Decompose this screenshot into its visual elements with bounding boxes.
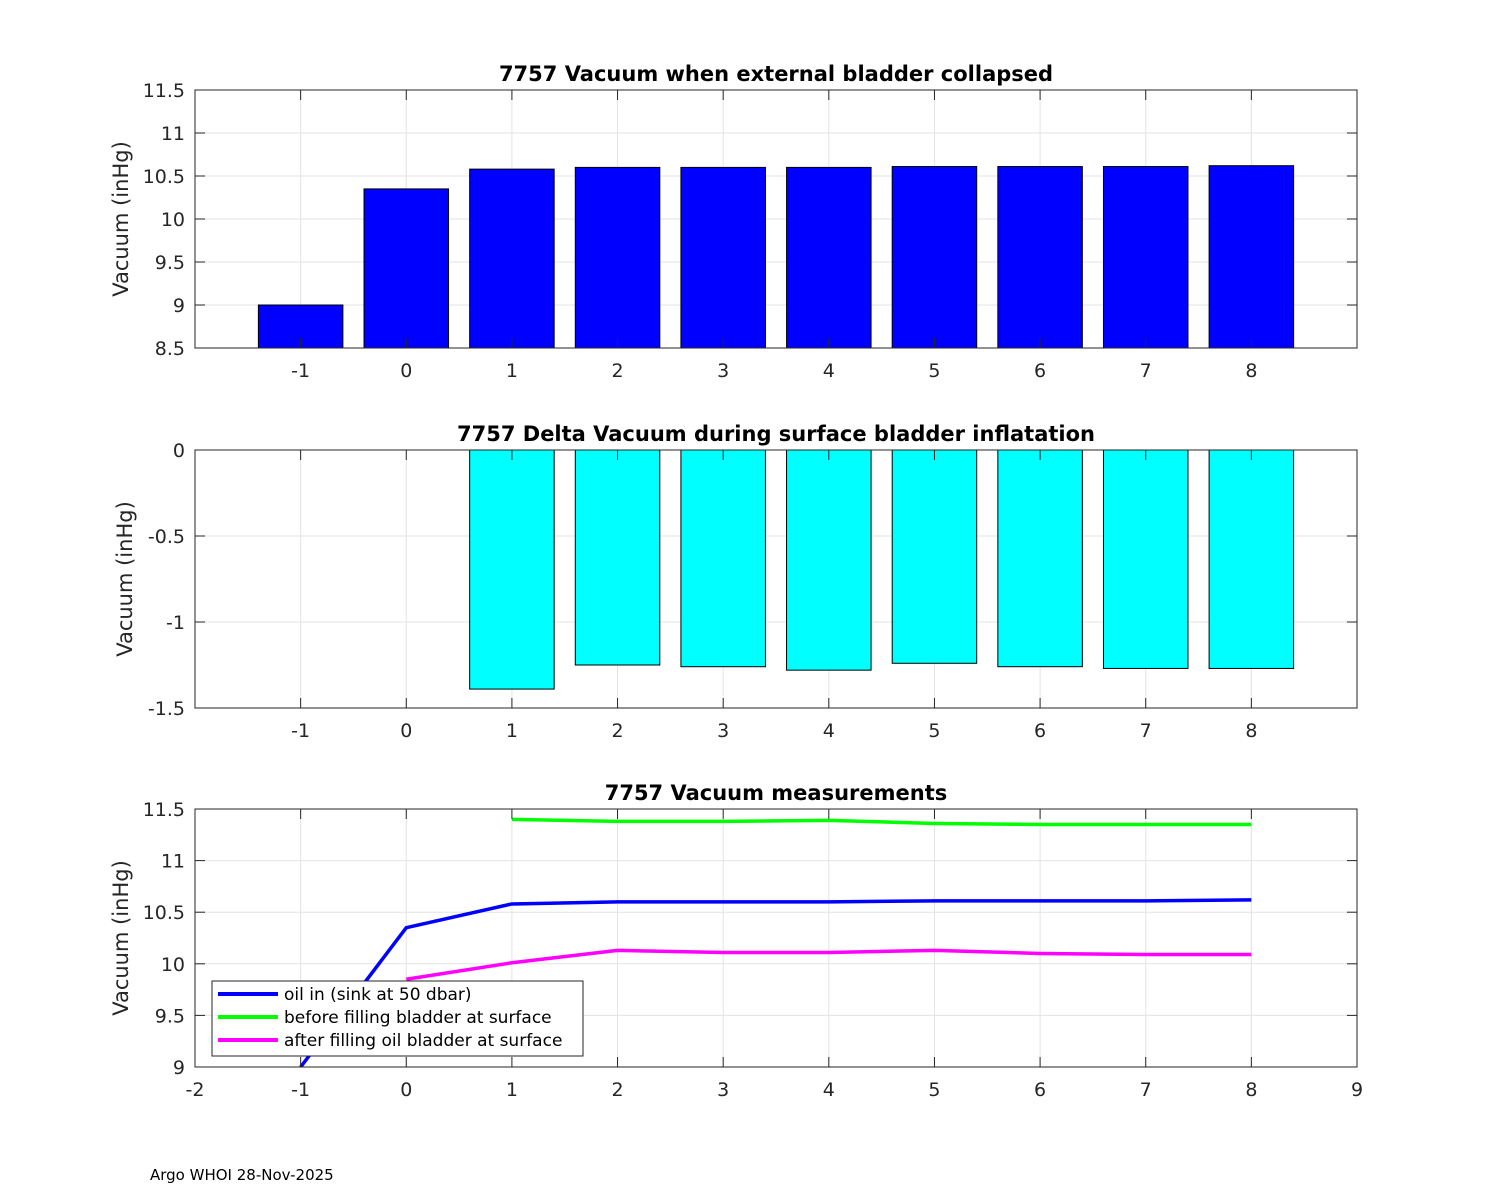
chart-vacuum-collapsed: 7757 Vacuum when external bladder collap… (109, 62, 1358, 382)
y-tick-label: 9.5 (155, 1005, 185, 1027)
bar (469, 449, 555, 690)
bar (786, 449, 872, 671)
x-tick-label: 4 (823, 1079, 835, 1101)
legend-label: after filling oil bladder at surface (284, 1031, 562, 1051)
y-tick-label: 8.5 (155, 338, 185, 360)
x-tick-label: 3 (717, 360, 729, 382)
x-tick-label: 3 (717, 1079, 729, 1101)
x-tick-label: 6 (1034, 720, 1046, 742)
y-tick-label: 9.5 (155, 252, 185, 274)
axes-frame (194, 808, 1358, 1068)
x-tick-label: 2 (611, 720, 623, 742)
x-tick-label: 2 (611, 1079, 623, 1101)
x-tick-label: 0 (400, 720, 412, 742)
y-tick-label: 11 (161, 123, 185, 145)
data-marks (469, 449, 1295, 690)
series-line (406, 948, 1252, 982)
y-tick-label: 10.5 (143, 902, 185, 924)
bar (891, 449, 978, 664)
bar (1208, 165, 1295, 349)
bar (1102, 449, 1189, 669)
bar (891, 166, 978, 349)
data-marks (299, 817, 1252, 1067)
x-tick-label: -1 (291, 720, 310, 742)
x-tick-label: 0 (400, 1079, 412, 1101)
y-tick-label: 11.5 (143, 799, 185, 821)
y-tick-label: 11 (161, 851, 185, 873)
x-tick-label: 3 (717, 720, 729, 742)
bar (680, 449, 766, 668)
x-tick-label: 4 (823, 720, 835, 742)
legend: oil in (sink at 50 dbar) before filling b… (211, 980, 584, 1057)
bar (1208, 449, 1295, 669)
chart-delta-vacuum: 7757 Delta Vacuum during surface bladder… (113, 422, 1358, 742)
y-tick-label: 10 (161, 209, 185, 231)
x-tick-label: 7 (1140, 720, 1152, 742)
axes: -2 -1 0 1 2 3 4 5 6 7 8 9 9 9.5 10 10.5 11 11.5 (143, 799, 1363, 1101)
series-line (511, 817, 1252, 827)
chart-title: 7757 Vacuum measurements (605, 781, 948, 805)
bar (469, 168, 555, 349)
y-tick-label: 9 (173, 295, 185, 317)
x-tick-label: 5 (928, 360, 940, 382)
chart-title: 7757 Delta Vacuum during surface bladder… (457, 422, 1095, 446)
y-tick-label: 9 (173, 1057, 185, 1079)
x-tick-label: 0 (400, 360, 412, 382)
bar (1102, 166, 1189, 349)
y-tick-label: -1 (166, 612, 185, 634)
bar (574, 449, 661, 666)
bar (574, 166, 661, 349)
x-tick-label: 1 (506, 1079, 518, 1101)
chart-vacuum-measurements: 7757 Vacuum measurements Vacuum (inHg) -… (109, 781, 1363, 1101)
bar (786, 166, 872, 349)
x-tick-label: 5 (928, 1079, 940, 1101)
x-tick-label: 1 (506, 720, 518, 742)
x-tick-label: 6 (1034, 1079, 1046, 1101)
x-tick-label: 7 (1140, 1079, 1152, 1101)
y-axis-label: Vacuum (inHg) (113, 501, 137, 657)
y-tick-label: 10 (161, 954, 185, 976)
axes-frame (194, 449, 1358, 709)
y-axis-label: Vacuum (inHg) (109, 141, 133, 297)
x-tick-label: 9 (1351, 1079, 1363, 1101)
bar (997, 449, 1083, 668)
x-tick-label: 7 (1140, 360, 1152, 382)
y-tick-label: 11.5 (143, 80, 185, 102)
x-tick-label: 8 (1245, 720, 1257, 742)
x-tick-label: 8 (1245, 1079, 1257, 1101)
x-tick-label: 6 (1034, 360, 1046, 382)
x-tick-label: -2 (186, 1079, 205, 1101)
data-marks (257, 165, 1295, 349)
y-tick-label: -1.5 (148, 698, 185, 720)
y-tick-label: 0 (173, 440, 185, 462)
axes: -1 0 1 2 3 4 5 6 7 8 -1.5 -1 -0.5 0 (148, 440, 1358, 742)
x-tick-label: 5 (928, 720, 940, 742)
x-tick-label: -1 (291, 1079, 310, 1101)
axes: -1 0 1 2 3 4 5 6 7 8 8.5 9 9.5 10 10.5 11 11.5 (143, 80, 1358, 382)
bar (997, 166, 1083, 349)
y-axis-label: Vacuum (inHg) (109, 860, 133, 1016)
y-tick-label: 10.5 (143, 166, 185, 188)
legend-label: before filling bladder at surface (284, 1008, 552, 1028)
footer-credit: Argo WHOI 28-Nov-2025 (150, 1166, 334, 1184)
x-tick-label: 8 (1245, 360, 1257, 382)
x-tick-label: 4 (823, 360, 835, 382)
bar (680, 166, 766, 349)
y-tick-label: -0.5 (148, 526, 185, 548)
series-line (299, 898, 1252, 1067)
chart-title: 7757 Vacuum when external bladder collap… (499, 62, 1053, 86)
x-tick-label: 1 (506, 360, 518, 382)
legend-label: oil in (sink at 50 dbar) (284, 985, 472, 1005)
x-tick-label: -1 (291, 360, 310, 382)
bar (363, 188, 450, 349)
x-tick-label: 2 (611, 360, 623, 382)
